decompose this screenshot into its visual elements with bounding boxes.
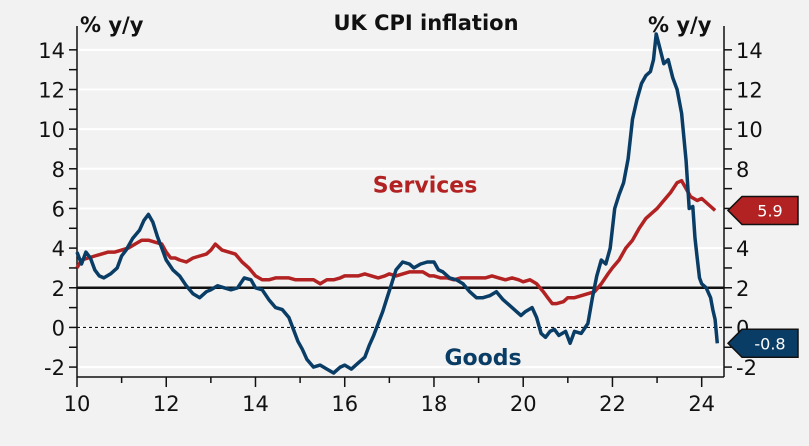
y-tick-label-right: -2 xyxy=(736,356,757,380)
label-layer: 5.9 -0.8 Services Goods xyxy=(373,174,799,371)
y-tick-label-left: 0 xyxy=(52,316,65,340)
x-tick-label: 14 xyxy=(242,392,269,416)
y-tick-label-left: 2 xyxy=(52,277,65,301)
x-tick-label: 12 xyxy=(153,392,180,416)
y-tick-label-left: 12 xyxy=(38,78,65,102)
right-axis-unit: % y/y xyxy=(648,13,712,37)
y-tick-label-left: 14 xyxy=(38,39,65,63)
x-tick-label: 16 xyxy=(331,392,358,416)
series-label-services: Services xyxy=(373,174,478,199)
series-line-goods xyxy=(75,32,720,375)
y-tick-label-right: 12 xyxy=(736,78,763,102)
y-tick-label-right: 2 xyxy=(736,277,749,301)
left-axis-unit: % y/y xyxy=(80,13,144,37)
chart-title: UK CPI inflation xyxy=(333,11,518,35)
end-value-label: 5.9 xyxy=(757,201,782,220)
grid-layer xyxy=(77,48,724,369)
x-tick-label: 24 xyxy=(688,392,715,416)
x-tick-label: 10 xyxy=(64,392,91,416)
y-tick-label-right: 10 xyxy=(736,118,763,142)
end-value-tag-shape xyxy=(726,195,799,226)
y-tick-label-left: 10 xyxy=(38,118,65,142)
end-value-tag-shape xyxy=(726,328,799,359)
y-tick-label-left: 8 xyxy=(52,158,65,182)
end-value-label: -0.8 xyxy=(754,334,785,353)
series-label-goods: Goods xyxy=(444,346,521,371)
x-tick-label: 20 xyxy=(510,392,537,416)
y-tick-label-right: 4 xyxy=(736,237,749,261)
end-value-tag-goods: -0.8 xyxy=(726,328,799,359)
y-tick-label-right: 8 xyxy=(736,158,749,182)
reference-lines xyxy=(77,286,724,329)
series-line-services xyxy=(75,178,717,306)
end-value-tag-services: 5.9 xyxy=(726,195,799,226)
series-layer xyxy=(75,32,720,375)
axis-layer: -2-2002244668810101212141410121416182022… xyxy=(38,26,763,416)
x-tick-label: 22 xyxy=(599,392,626,416)
y-tick-label-right: 14 xyxy=(736,39,763,63)
y-tick-label-left: 6 xyxy=(52,197,65,221)
x-tick-label: 18 xyxy=(421,392,448,416)
y-tick-label-left: -2 xyxy=(44,356,65,380)
y-tick-label-left: 4 xyxy=(52,237,65,261)
